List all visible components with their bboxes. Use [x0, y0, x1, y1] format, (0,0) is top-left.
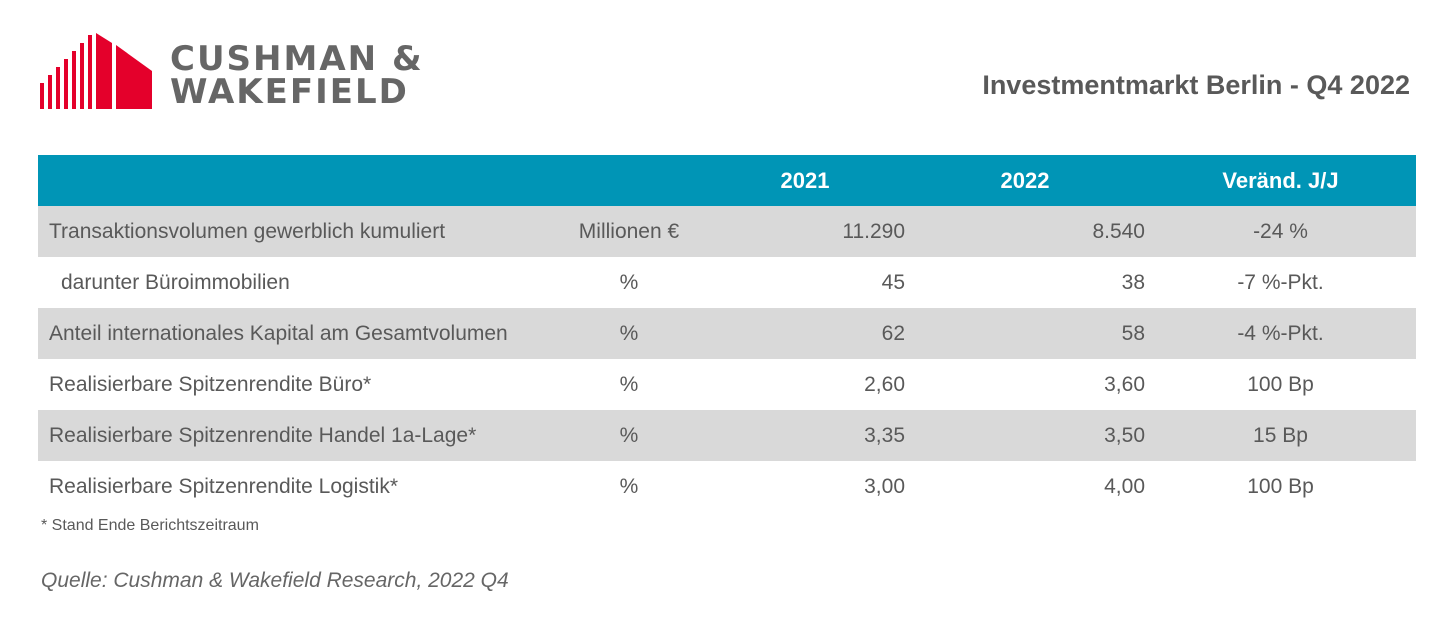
row-value-2021: 2,60 — [864, 372, 905, 396]
row-label: Realisierbare Spitzenrendite Handel 1a-L… — [38, 410, 553, 461]
table-row: Transaktionsvolumen gewerblich kumuliert… — [38, 206, 1416, 257]
row-unit: % — [619, 270, 639, 294]
row-value-2021: 3,35 — [705, 410, 905, 461]
row-unit: Millionen € — [553, 206, 705, 257]
table-row: Anteil internationales Kapital am Gesamt… — [38, 308, 1416, 359]
row-value-2021: 3,00 — [864, 474, 905, 498]
row-label: Realisierbare Spitzenrendite Logistik* — [49, 474, 399, 498]
row-change: 15 Bp — [1145, 410, 1416, 461]
row-value-2022: 38 — [1121, 270, 1145, 294]
row-label: Anteil internationales Kapital am Gesamt… — [38, 308, 553, 359]
footnote: * Stand Ende Berichtszeitraum — [41, 517, 259, 534]
logo-line-1: CUSHMAN & — [170, 39, 424, 79]
row-unit: % — [553, 410, 705, 461]
row-value-2022: 8.540 — [905, 206, 1145, 257]
row-unit: % — [619, 372, 639, 396]
row-change: 100 Bp — [1247, 372, 1314, 396]
logo-mark-icon — [40, 33, 152, 109]
row-change: -24 % — [1145, 206, 1416, 257]
row-value-2021: 45 — [881, 270, 905, 294]
page-title: Investmentmarkt Berlin - Q4 2022 — [982, 70, 1410, 100]
row-value-2021: 11.290 — [705, 206, 905, 257]
row-value-2022: 4,00 — [1104, 474, 1145, 498]
row-label: darunter Büroimmobilien — [61, 270, 290, 294]
row-label: Transaktionsvolumen gewerblich kumuliert — [38, 206, 553, 257]
row-unit: % — [619, 474, 639, 498]
row-value-2022: 3,50 — [905, 410, 1145, 461]
table-header-row: 2021 2022 Veränd. J/J — [38, 155, 1416, 206]
investment-table: 2021 2022 Veränd. J/J Transaktionsvolume… — [38, 155, 1416, 512]
table-row: Realisierbare Spitzenrendite Logistik* %… — [38, 461, 1416, 512]
company-logo: CUSHMAN & WAKEFIELD — [40, 33, 440, 113]
row-unit: % — [553, 308, 705, 359]
row-change: -4 %-Pkt. — [1145, 308, 1416, 359]
row-change: -7 %-Pkt. — [1237, 270, 1324, 294]
table-row: Realisierbare Spitzenrendite Handel 1a-L… — [38, 410, 1416, 461]
row-value-2021: 62 — [705, 308, 905, 359]
header-label — [38, 155, 553, 206]
logo-line-2: WAKEFIELD — [170, 72, 409, 112]
header-unit — [553, 155, 705, 206]
logo-wordmark: CUSHMAN & WAKEFIELD — [170, 39, 424, 112]
header-change: Veränd. J/J — [1145, 155, 1416, 206]
table-row: darunter Büroimmobilien % 45 38 -7 %-Pkt… — [38, 257, 1416, 308]
row-value-2022: 58 — [905, 308, 1145, 359]
row-value-2022: 3,60 — [1104, 372, 1145, 396]
row-label: Realisierbare Spitzenrendite Büro* — [49, 372, 372, 396]
table-row: Realisierbare Spitzenrendite Büro* % 2,6… — [38, 359, 1416, 410]
header-2022: 2022 — [905, 155, 1145, 206]
source-note: Quelle: Cushman & Wakefield Research, 20… — [41, 569, 509, 592]
row-change: 100 Bp — [1247, 474, 1314, 498]
header-2021: 2021 — [705, 155, 905, 206]
